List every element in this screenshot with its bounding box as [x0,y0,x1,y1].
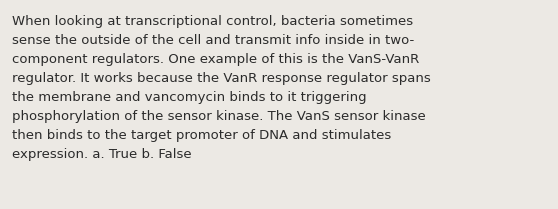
Text: When looking at transcriptional control, bacteria sometimes
sense the outside of: When looking at transcriptional control,… [12,15,431,161]
